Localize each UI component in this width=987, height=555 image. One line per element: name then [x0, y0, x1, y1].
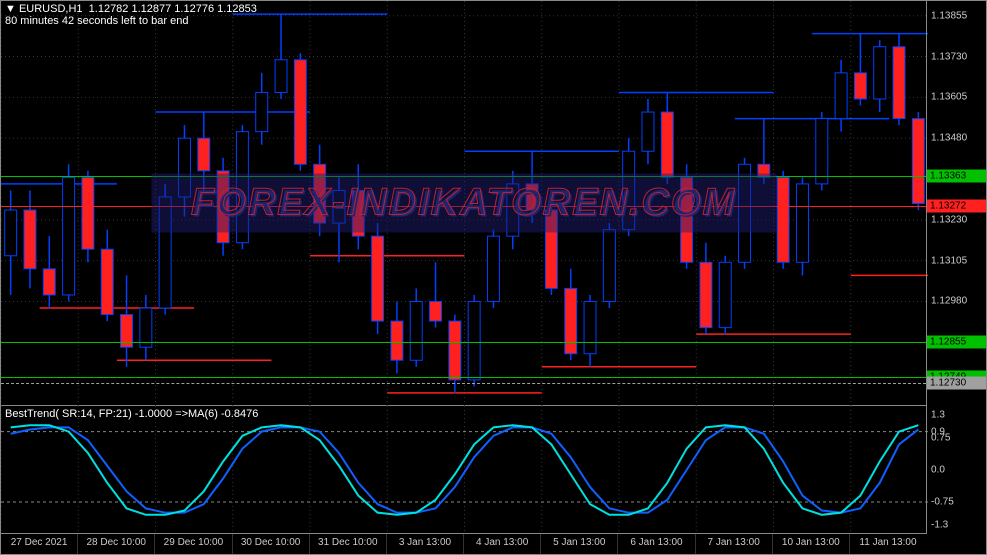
xtick-label: 5 Jan 13:00: [540, 534, 617, 554]
ytick-label: 1.13855: [931, 10, 967, 21]
level-tag: 1.13363: [927, 170, 986, 183]
level-line: [1, 342, 926, 343]
ytick-label: 0.9: [931, 426, 945, 437]
level-line: [1, 377, 926, 378]
xtick-label: 3 Jan 13:00: [386, 534, 463, 554]
ytick-label: -0.75: [931, 497, 954, 508]
oscillator-svg: [1, 406, 928, 534]
chart-header: ▼ EURUSD,H1 1.12782 1.12877 1.12776 1.12…: [5, 3, 257, 27]
ytick-label: 1.3: [931, 409, 945, 420]
xtick-label: 7 Jan 13:00: [695, 534, 772, 554]
indicator-title: BestTrend( SR:14, FP:21) -1.0000 =>MA(6)…: [5, 408, 258, 420]
ytick-label: 1.13480: [931, 133, 967, 144]
dropdown-icon[interactable]: ▼: [5, 3, 16, 15]
level-tag: 1.12855: [927, 336, 986, 349]
level-line: [1, 383, 926, 384]
xtick-label: 31 Dec 10:00: [309, 534, 386, 554]
indicator-panel[interactable]: BestTrend( SR:14, FP:21) -1.0000 =>MA(6)…: [1, 406, 926, 534]
xtick-label: 4 Jan 13:00: [463, 534, 540, 554]
level-tag: 1.12730: [927, 377, 986, 390]
current-price-tag: 1.13272: [927, 200, 986, 213]
xtick-label: 28 Dec 10:00: [77, 534, 154, 554]
xtick-label: 30 Dec 10:00: [232, 534, 309, 554]
ohlc-label: 1.12782 1.12877 1.12776 1.12853: [89, 3, 257, 15]
ytick-label: 1.13730: [931, 51, 967, 62]
ytick-label: 0.0: [931, 465, 945, 476]
ytick-label: 1.13605: [931, 92, 967, 103]
chart-container: ▼ EURUSD,H1 1.12782 1.12877 1.12776 1.12…: [1, 1, 986, 554]
xtick-label: 27 Dec 2021: [1, 534, 77, 554]
xtick-label: 11 Jan 13:00: [849, 534, 926, 554]
current-price-line: [1, 206, 926, 207]
price-axis: 1.12855 1.12980 1.13105 1.13230 1.13363 1.134…: [926, 1, 986, 406]
xtick-label: 6 Jan 13:00: [617, 534, 694, 554]
indicator-axis: -1.3-0.750.00.750.91.3: [926, 406, 986, 534]
countdown-label: 80 minutes 42 seconds left to bar end: [5, 15, 188, 27]
ytick-label: 1.13105: [931, 255, 967, 266]
time-axis: 27 Dec 202128 Dec 10:0029 Dec 10:0030 De…: [1, 534, 926, 554]
ytick-label: 1.13230: [931, 214, 967, 225]
level-line: [1, 176, 926, 177]
main-price-panel[interactable]: ▼ EURUSD,H1 1.12782 1.12877 1.12776 1.12…: [1, 1, 926, 406]
ytick-label: -1.3: [931, 520, 948, 531]
symbol-label: EURUSD,H1: [19, 3, 83, 15]
candlestick-svg: [1, 1, 928, 406]
xtick-label: 29 Dec 10:00: [154, 534, 231, 554]
xtick-label: 10 Jan 13:00: [772, 534, 849, 554]
ytick-label: 1.12980: [931, 296, 967, 307]
